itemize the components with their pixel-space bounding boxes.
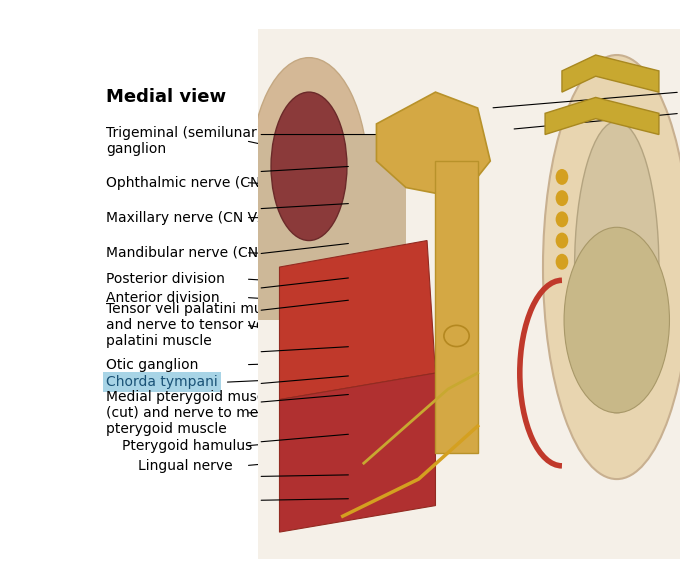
Polygon shape [377, 92, 490, 198]
Text: Lingual nerve: Lingual nerve [137, 459, 233, 473]
Polygon shape [279, 373, 435, 532]
Ellipse shape [564, 227, 669, 413]
Ellipse shape [444, 325, 469, 347]
Polygon shape [562, 55, 659, 92]
FancyBboxPatch shape [258, 28, 680, 559]
Text: Chorda tympani: Chorda tympani [106, 375, 218, 389]
Text: Trigeminal (semilunar)
ganglion: Trigeminal (semilunar) ganglion [106, 126, 262, 156]
Text: Medial view: Medial view [106, 88, 226, 106]
Circle shape [556, 190, 568, 206]
Text: Ophthalmic nerve (CN V₁): Ophthalmic nerve (CN V₁) [106, 176, 286, 189]
Circle shape [556, 254, 568, 270]
Text: Sensory root: Sensory root [549, 132, 636, 145]
Ellipse shape [575, 121, 659, 413]
Text: Otic ganglion: Otic ganglion [106, 357, 199, 372]
Text: Anterior division: Anterior division [106, 291, 220, 304]
Circle shape [556, 169, 568, 185]
Circle shape [556, 211, 568, 227]
Text: Pterygoid hamulus: Pterygoid hamulus [122, 439, 252, 453]
FancyBboxPatch shape [435, 161, 477, 453]
FancyBboxPatch shape [258, 135, 406, 320]
Polygon shape [279, 241, 435, 400]
Text: Mandibular nerve (CN V₃): Mandibular nerve (CN V₃) [106, 246, 283, 260]
Text: Tensor veli palatini muscle
and nerve to tensor veli
palatini muscle: Tensor veli palatini muscle and nerve to… [106, 302, 290, 348]
Text: Posterior division: Posterior division [106, 272, 225, 286]
Text: Motor root: Motor root [539, 114, 611, 128]
Text: Medial pterygoid muscle
(cut) and nerve to medial
pterygoid muscle: Medial pterygoid muscle (cut) and nerve … [106, 390, 284, 436]
Polygon shape [545, 97, 659, 135]
Ellipse shape [250, 58, 368, 296]
Circle shape [556, 233, 568, 249]
Text: Maxillary nerve (CN V₂): Maxillary nerve (CN V₂) [106, 211, 268, 225]
Ellipse shape [271, 92, 347, 241]
Ellipse shape [543, 55, 680, 479]
